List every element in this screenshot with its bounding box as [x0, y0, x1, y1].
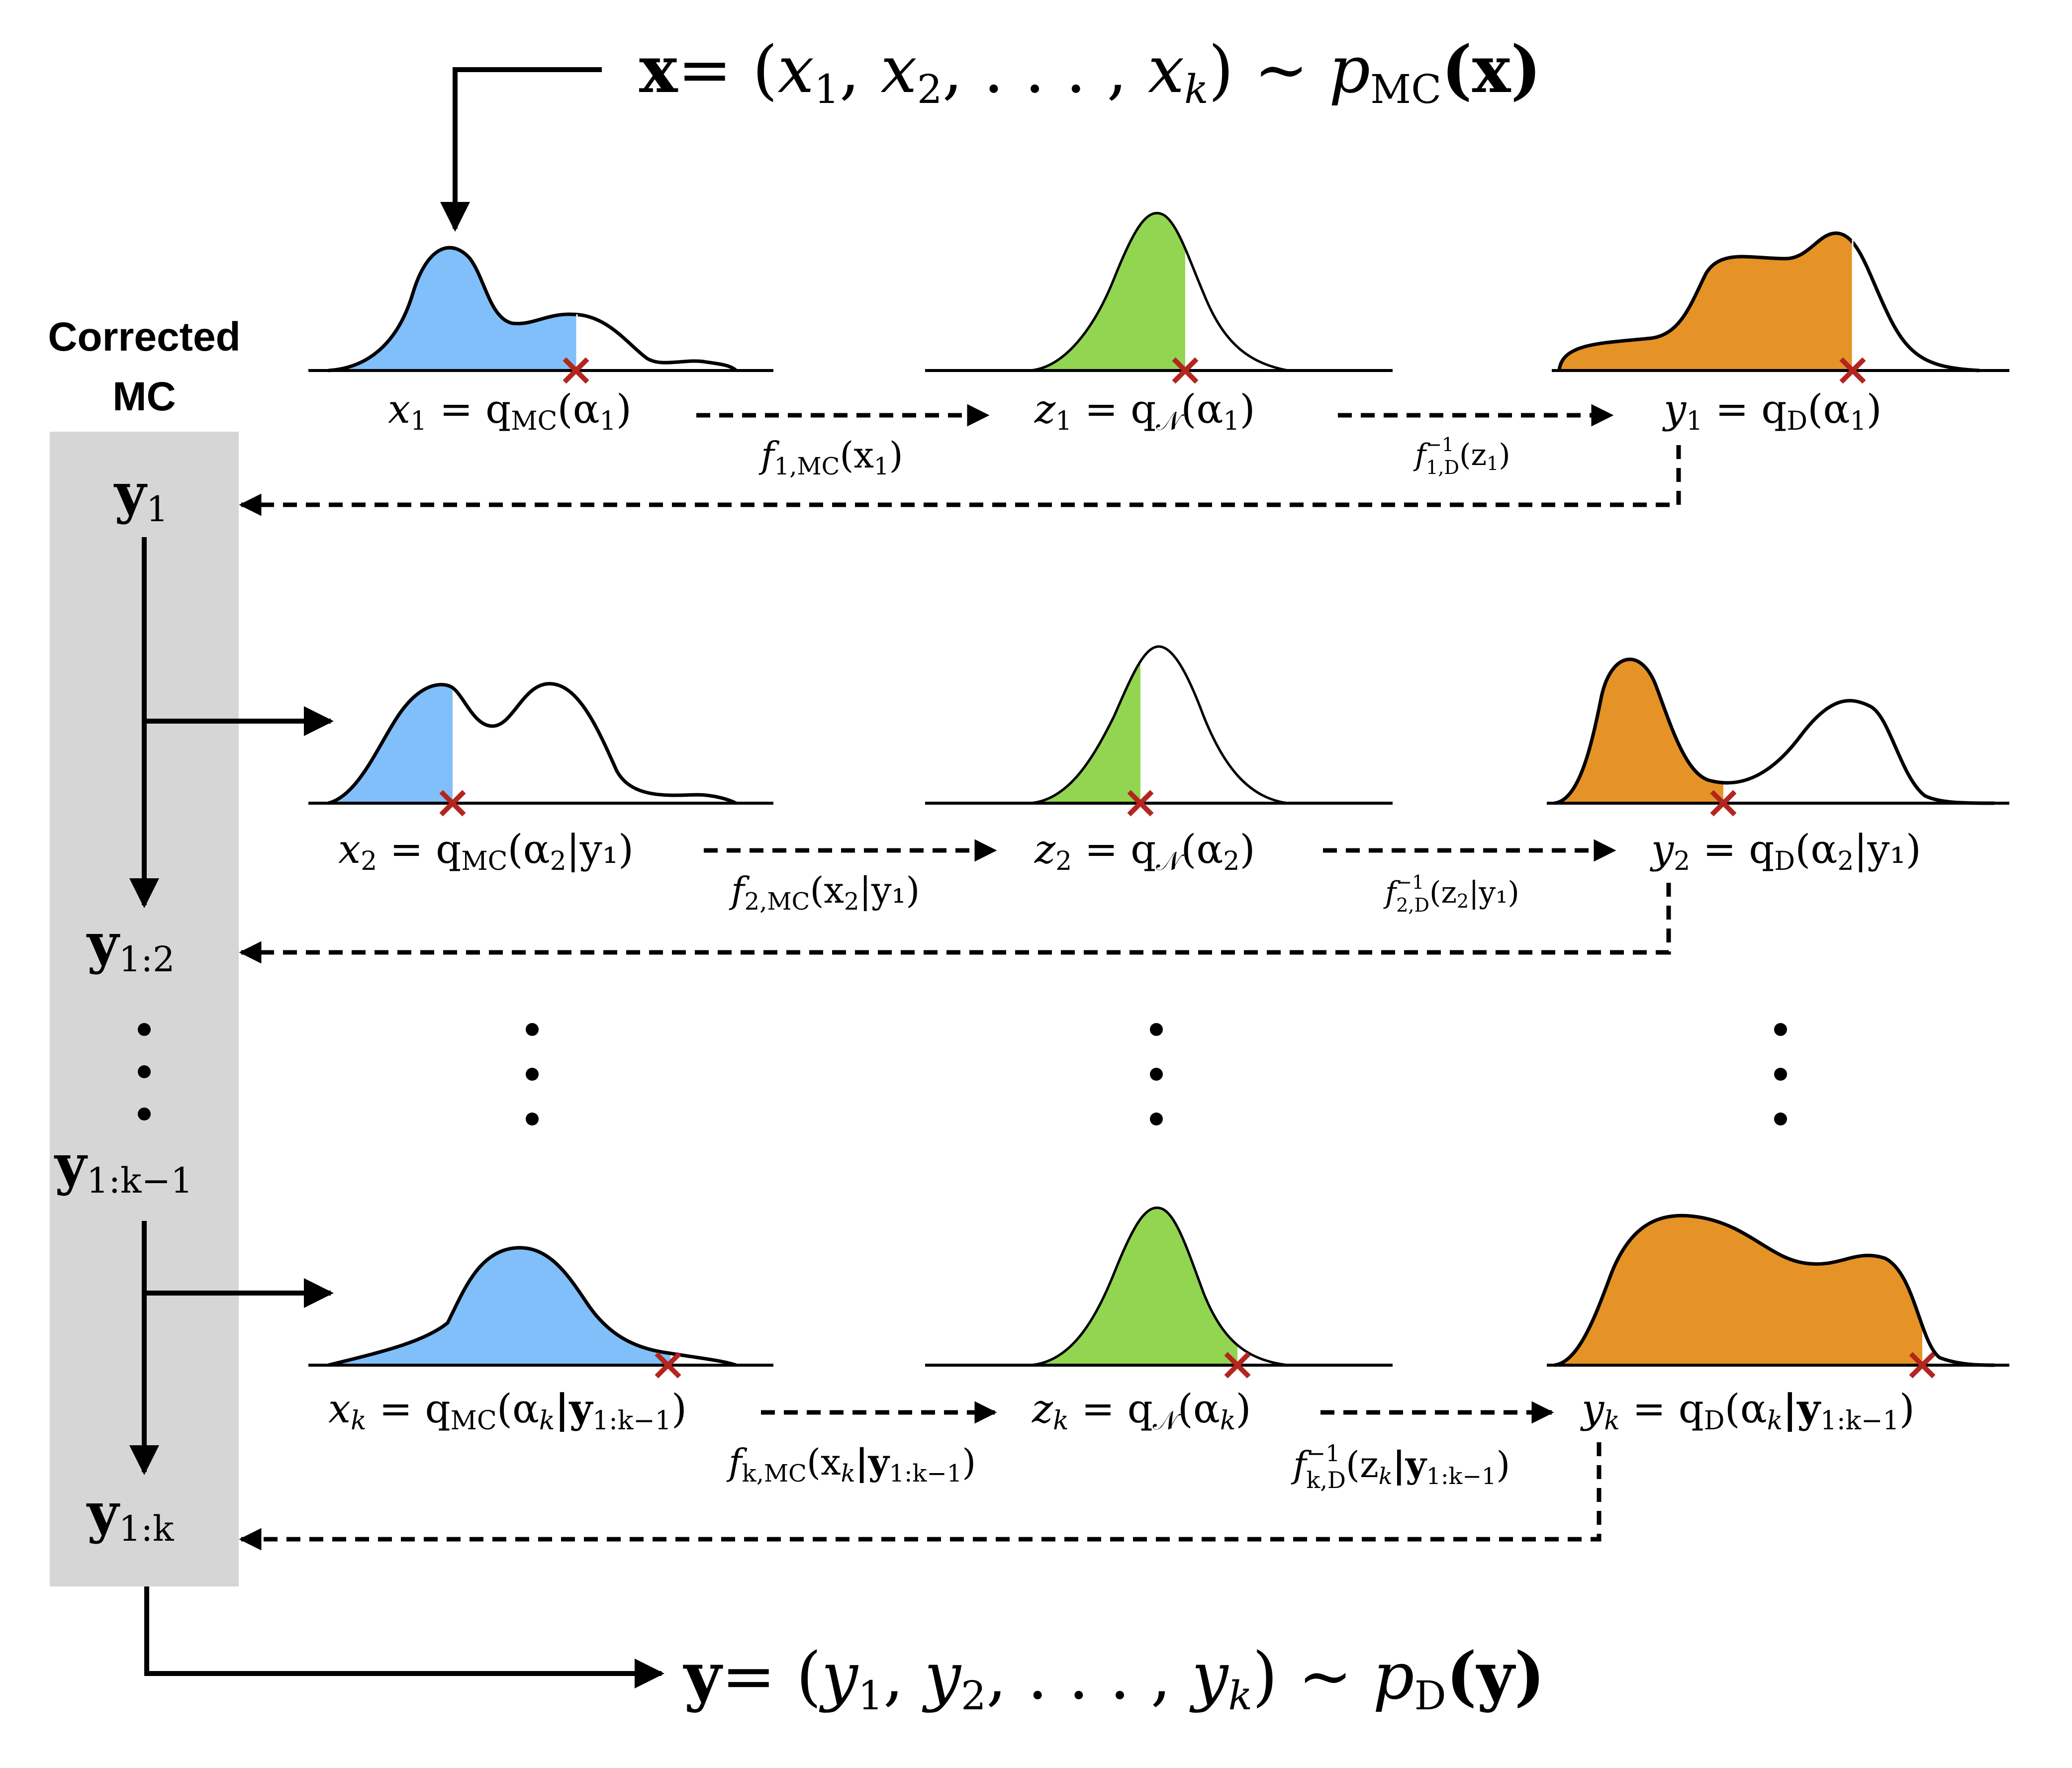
quantile-marker-y1: [1839, 357, 1866, 384]
mc-density-rowk: [308, 1246, 773, 1367]
normal-density-rowk: [925, 1207, 1393, 1367]
state-y1-2: y1:2: [86, 911, 175, 980]
row-1: x1 = qMC(α1) z1 = q𝒩(α1) y1 = qD(α1) f1,…: [239, 212, 2009, 516]
quantile-marker-x2: [439, 790, 466, 817]
row1-z-quantile-label: z1 = q𝒩(α1): [1034, 386, 1255, 436]
data-density-row1: [1552, 231, 2009, 372]
row2-f-transform-label: f2,MC(x2|y₁): [729, 869, 920, 916]
mc-density-row1: [308, 246, 773, 372]
quantile-marker-zk: [1224, 1352, 1251, 1379]
sidebar: Corrected MC y1 y1:2 y1:k−1 y1:k: [48, 314, 664, 1688]
data-density-rowk: [1547, 1213, 2009, 1367]
row1-f-transform-label: f1,MC(x1): [758, 434, 903, 480]
normal-density-row2: [925, 645, 1393, 805]
rowk-return-arrow-to-y1k: [239, 1442, 1601, 1551]
row2-x-quantile-label: x2 = qMC(α2|y₁): [338, 826, 634, 876]
row2-return-arrow-to-y12: [239, 883, 1671, 964]
input-distribution-label: x= (x1, x2, . . . , xk) ~ pMC(x): [639, 31, 1541, 112]
state-vertical-dots: [138, 1023, 151, 1120]
rowk-f-transform-label: fk,MC(xk|y1:k−1): [726, 1441, 976, 1488]
row-2: x2 = qMC(α2|y₁) z2 = q𝒩(α2) y2 = qD(α2|y…: [239, 645, 2009, 964]
svg-text:y1:k: y1:k: [86, 1481, 174, 1549]
row2-z-quantile-label: z2 = q𝒩(α2): [1034, 826, 1255, 876]
row1-return-arrow-to-y1: [239, 445, 1681, 516]
quantile-marker-xk: [655, 1352, 681, 1379]
rowk-finv-transform-label: f−1 k,D(zk|y1:k−1): [1291, 1440, 1510, 1493]
sidebar-title-line1: Corrected: [48, 314, 240, 360]
svg-text:y1:2: y1:2: [86, 911, 175, 980]
quantile-marker-z1: [1172, 357, 1199, 384]
quantile-marker-z2: [1127, 790, 1154, 817]
svg-text:y1:k−1: y1:k−1: [54, 1132, 193, 1201]
row1-x-quantile-label: x1 = qMC(α1): [388, 386, 632, 436]
row-ellipsis-dots: [526, 1023, 1787, 1125]
rowk-y-quantile-label: yk = qD(αk|y1:k−1): [1580, 1385, 1915, 1436]
rowk-x-quantile-label: xk = qMC(αk|y1:k−1): [328, 1385, 687, 1436]
state-y1-k-minus-1: y1:k−1: [54, 1132, 193, 1201]
row2-finv-transform-label: f−1 2,D(z2|y₁): [1383, 871, 1519, 916]
row1-finv-transform-label: f−1 1,D(z1): [1413, 434, 1510, 478]
output-distribution-label: y= (y1, y2, . . . , yk) ~ pD(y): [683, 1638, 1545, 1719]
sidebar-title-line2: MC: [112, 374, 176, 419]
data-density-row2: [1547, 657, 2009, 805]
state-y1: y1: [113, 461, 168, 530]
flow-output-arrow: [144, 1586, 664, 1688]
normal-density-row1: [925, 212, 1393, 372]
state-y1-k: y1:k: [86, 1481, 174, 1549]
quantile-marker-y2: [1710, 790, 1737, 817]
svg-text:y1: y1: [113, 461, 168, 530]
row-k: xk = qMC(αk|y1:k−1) zk = q𝒩(αk) yk = qD(…: [239, 1207, 2009, 1551]
quantile-marker-yk: [1909, 1352, 1936, 1379]
quantile-marker-x1: [563, 357, 589, 384]
rowk-z-quantile-label: zk = q𝒩(αk): [1032, 1386, 1251, 1436]
row1-y-quantile-label: y1 = qD(α1): [1662, 386, 1882, 436]
input-arrow: [440, 67, 602, 232]
row2-y-quantile-label: y2 = qD(α2|y₁): [1650, 826, 1921, 876]
mc-density-row2: [308, 682, 773, 805]
